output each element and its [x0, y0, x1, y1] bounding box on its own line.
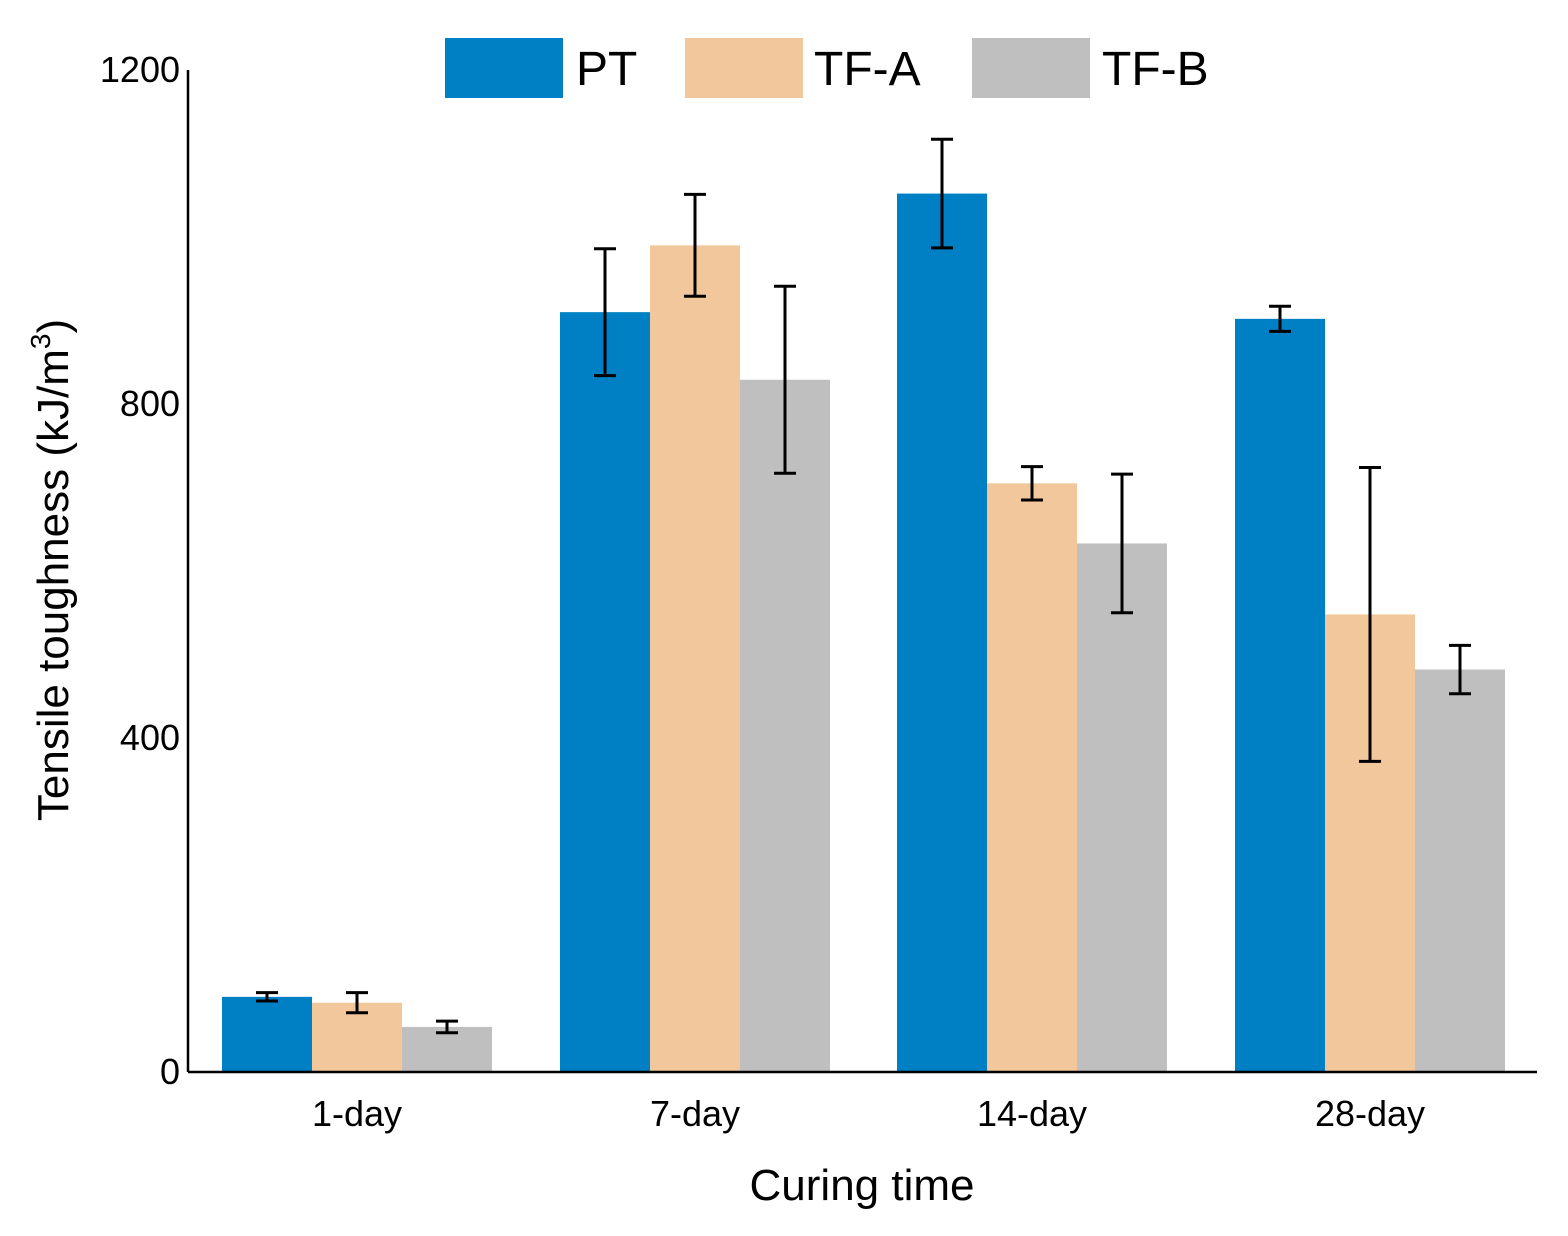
- y-axis-title-superscript: 3: [25, 334, 56, 350]
- error-bar: [684, 192, 706, 298]
- error-bar: [594, 247, 616, 378]
- y-tick-label: 800: [120, 383, 180, 424]
- y-axis-title-main: Tensile toughness (kJ/m: [29, 349, 78, 821]
- y-tick-label: 400: [120, 717, 180, 758]
- x-tick-label: 28-day: [1315, 1093, 1425, 1134]
- legend-label-tf-b: TF-B: [1102, 43, 1209, 96]
- bar-tf-a-7-day: [650, 245, 740, 1073]
- bar-tf-b-7-day: [740, 379, 830, 1072]
- legend-swatch-tf-b: [972, 38, 1090, 98]
- legend-label-tf-a: TF-A: [814, 43, 921, 96]
- y-axis-title-close: ): [29, 319, 78, 334]
- y-tick-label: 0: [160, 1051, 180, 1092]
- legend-swatch-tf-a: [685, 38, 803, 98]
- legend: PT TF-A TF-B: [445, 38, 1209, 98]
- bar-tf-b-28-day: [1415, 669, 1505, 1072]
- bar-pt-1-day: [222, 996, 312, 1072]
- bars-group: [222, 193, 1505, 1073]
- error-bar: [346, 991, 368, 1015]
- bar-tf-b-14-day: [1077, 543, 1167, 1072]
- y-tick-label: 1200: [100, 49, 180, 90]
- y-axis-title: Tensile toughness (kJ/m3): [25, 319, 78, 821]
- bar-pt-14-day: [897, 193, 987, 1072]
- legend-swatch-pt: [445, 38, 563, 98]
- x-tick-labels: 1-day 7-day 14-day 28-day: [312, 1093, 1425, 1134]
- error-bar: [1359, 465, 1381, 763]
- error-bar: [1269, 304, 1291, 333]
- x-tick-label: 7-day: [650, 1093, 740, 1134]
- error-bar: [1111, 472, 1133, 615]
- error-bar: [931, 137, 953, 250]
- y-tick-labels: 0 400 800 1200: [100, 49, 180, 1092]
- error-bars-group: [256, 137, 1471, 1035]
- bar-tf-a-1-day: [312, 1002, 402, 1072]
- error-bar: [1449, 643, 1471, 696]
- x-axis-title: Curing time: [750, 1161, 975, 1210]
- error-bar: [256, 991, 278, 1003]
- error-bar: [436, 1019, 458, 1035]
- x-tick-label: 14-day: [977, 1093, 1087, 1134]
- legend-label-pt: PT: [576, 43, 637, 96]
- axes-group: [186, 70, 1537, 1074]
- bar-pt-7-day: [560, 312, 650, 1072]
- bar-tf-b-1-day: [402, 1026, 492, 1072]
- error-bar: [1021, 465, 1043, 502]
- bar-pt-28-day: [1235, 318, 1325, 1073]
- bar-tf-a-14-day: [987, 483, 1077, 1072]
- error-bar: [774, 284, 796, 475]
- x-tick-label: 1-day: [312, 1093, 402, 1134]
